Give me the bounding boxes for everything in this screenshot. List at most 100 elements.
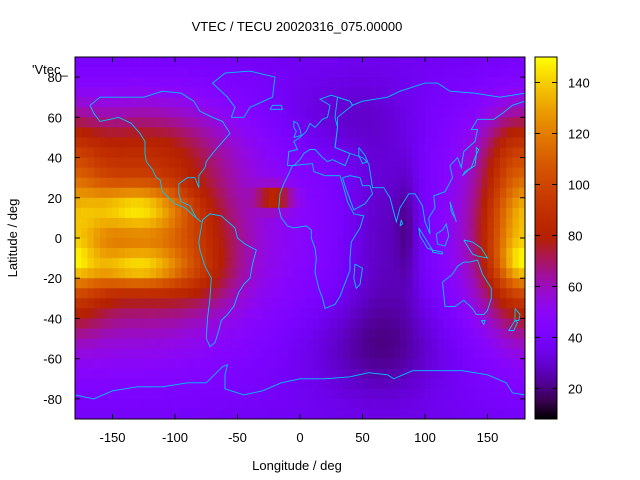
- heatmap-cell: [481, 398, 489, 410]
- heatmap-cell: [243, 368, 251, 380]
- heatmap-cell: [512, 147, 520, 159]
- heatmap-cell: [512, 318, 520, 330]
- heatmap-cell: [131, 87, 139, 98]
- heatmap-cell: [125, 358, 132, 370]
- heatmap-cell: [175, 268, 182, 279]
- heatmap-cell: [512, 398, 520, 410]
- heatmap-cell: [156, 248, 164, 259]
- heatmap-cell: [237, 187, 245, 199]
- y-tick-label: 60: [48, 110, 62, 125]
- heatmap-cell: [193, 358, 201, 370]
- heatmap-cell: [262, 328, 270, 340]
- heatmap-cell: [225, 107, 232, 118]
- heatmap-cell: [287, 177, 295, 189]
- heatmap-cell: [356, 127, 364, 139]
- heatmap-cell: [331, 398, 339, 410]
- heatmap-cell: [212, 348, 220, 360]
- heatmap-cell: [375, 137, 382, 149]
- heatmap-cell: [406, 408, 414, 419]
- heatmap-cell: [225, 358, 232, 370]
- heatmap-cell: [400, 408, 407, 419]
- heatmap-cell: [362, 157, 370, 169]
- coastline: [293, 120, 302, 138]
- heatmap-cell: [500, 278, 507, 289]
- heatmap-cell: [518, 408, 525, 419]
- heatmap-cell: [437, 298, 445, 309]
- heatmap-cell: [250, 248, 257, 259]
- heatmap-cell: [237, 157, 245, 169]
- heatmap-cell: [262, 227, 270, 239]
- heatmap-cell: [400, 77, 407, 88]
- heatmap-cell: [325, 187, 332, 199]
- heatmap-cell: [300, 117, 307, 128]
- heatmap-cell: [431, 187, 439, 199]
- heatmap-cell: [325, 227, 332, 239]
- heatmap-cell: [243, 288, 251, 299]
- heatmap-cell: [243, 137, 251, 149]
- heatmap-cell: [187, 167, 195, 179]
- heatmap-cell: [75, 238, 82, 249]
- heatmap-cell: [431, 107, 439, 118]
- heatmap-cell: [131, 348, 139, 360]
- heatmap-cell: [112, 67, 120, 78]
- heatmap-cell: [137, 117, 145, 128]
- heatmap-cell: [100, 318, 107, 330]
- heatmap-cell: [131, 147, 139, 159]
- heatmap-cell: [318, 87, 326, 98]
- heatmap-cell: [393, 117, 401, 128]
- heatmap-cell: [168, 137, 176, 149]
- heatmap-cell: [337, 87, 345, 98]
- heatmap-cell: [325, 87, 332, 98]
- heatmap-cell: [343, 248, 351, 259]
- heatmap-cell: [375, 197, 382, 209]
- heatmap-cell: [468, 217, 476, 229]
- heatmap-cell: [131, 207, 139, 219]
- heatmap-cell: [306, 217, 314, 229]
- heatmap-cell: [175, 127, 182, 139]
- heatmap-cell: [187, 358, 195, 370]
- heatmap-cell: [518, 227, 525, 239]
- heatmap-cell: [487, 348, 495, 360]
- heatmap-cell: [218, 248, 226, 259]
- heatmap-cell: [225, 278, 232, 289]
- heatmap-cell: [137, 248, 145, 259]
- heatmap-cell: [381, 57, 389, 68]
- heatmap-cell: [262, 248, 270, 259]
- heatmap-cell: [312, 238, 320, 249]
- heatmap-cell: [231, 358, 239, 370]
- heatmap-cell: [175, 388, 182, 400]
- heatmap-cell: [175, 288, 182, 299]
- heatmap-cell: [456, 358, 464, 370]
- chart-title: VTEC / TECU 20020316_075.00000: [192, 19, 403, 34]
- heatmap-cell: [331, 107, 339, 118]
- heatmap-cell: [275, 258, 282, 269]
- heatmap-cell: [200, 348, 207, 360]
- heatmap-cell: [143, 67, 151, 78]
- heatmap-cell: [300, 348, 307, 360]
- heatmap-cell: [256, 248, 264, 259]
- heatmap-cell: [406, 358, 414, 370]
- heatmap-cell: [87, 197, 95, 209]
- heatmap-cell: [293, 97, 301, 108]
- heatmap-cell: [225, 197, 232, 209]
- heatmap-cell: [162, 278, 170, 289]
- heatmap-cell: [231, 217, 239, 229]
- heatmap-cell: [112, 227, 120, 239]
- heatmap-cell: [218, 77, 226, 88]
- heatmap-cell: [250, 348, 257, 360]
- heatmap-cell: [350, 378, 357, 390]
- heatmap-cell: [243, 127, 251, 139]
- heatmap-cell: [131, 167, 139, 179]
- heatmap-cell: [512, 378, 520, 390]
- heatmap-cell: [250, 67, 257, 78]
- heatmap-cell: [406, 308, 414, 320]
- heatmap-cell: [337, 238, 345, 249]
- heatmap-cell: [243, 338, 251, 350]
- heatmap-cell: [350, 87, 357, 98]
- heatmap-cell: [487, 107, 495, 118]
- heatmap-cell: [431, 238, 439, 249]
- heatmap-cell: [262, 187, 270, 199]
- heatmap-cell: [450, 388, 457, 400]
- heatmap-cell: [375, 157, 382, 169]
